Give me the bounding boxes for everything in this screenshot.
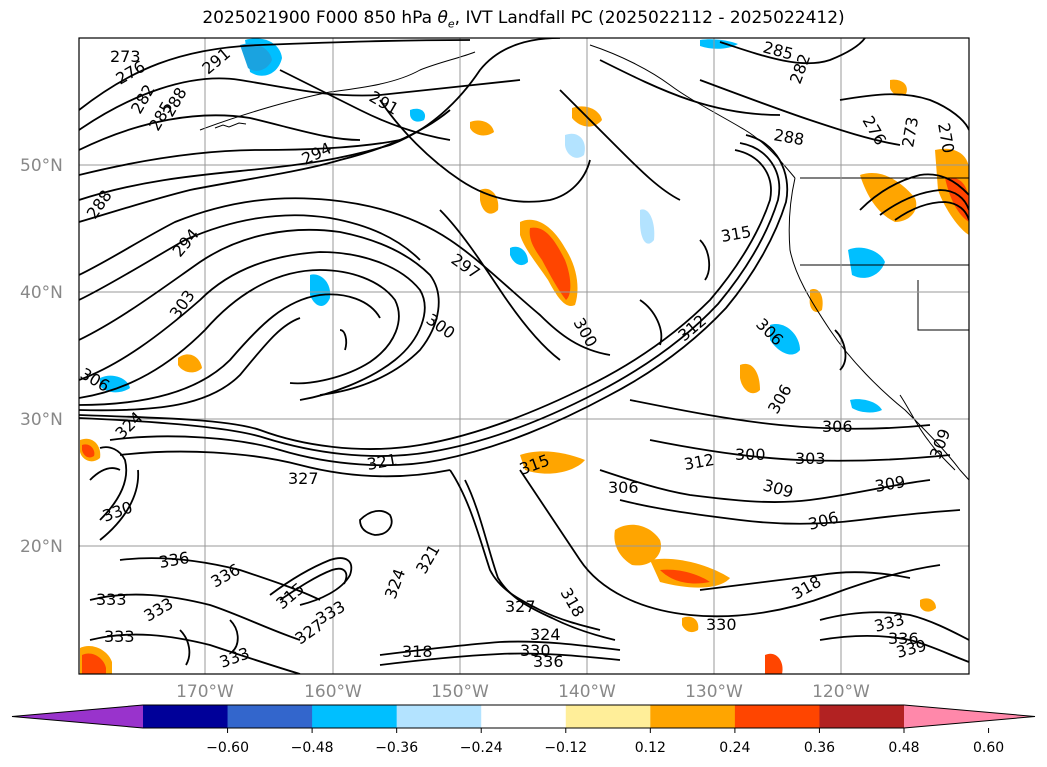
contour-label: 321 (365, 450, 398, 474)
contour-label: 330 (100, 497, 135, 525)
contour-label: 303 (795, 449, 826, 468)
lon-tick-label: 150°W (431, 682, 489, 702)
colorbar-tick-label: 0.24 (719, 740, 750, 756)
contour-label: 336 (888, 629, 919, 648)
contour-label: 288 (772, 125, 805, 149)
lon-tick-label: 130°W (685, 682, 743, 702)
colorbar-segment (819, 705, 905, 728)
latitude-tick-labels: 50°N 40°N 30°N 20°N (20, 156, 63, 557)
contour-label: 315 (272, 579, 308, 613)
contour-label: 273 (110, 47, 141, 66)
colorbar-segment (143, 705, 229, 728)
contour-label: 330 (706, 615, 737, 634)
lat-tick-label: 20°N (20, 537, 63, 557)
lon-tick-label: 160°W (304, 682, 362, 702)
contour-label: 291 (366, 87, 402, 119)
colorbar-tick-label: −0.48 (291, 740, 334, 756)
colorbar-segment (565, 705, 651, 728)
colorbar-tick-label: 0.36 (804, 740, 835, 756)
colorbar-tick-label: 0.48 (888, 740, 919, 756)
theta-e-contours (79, 38, 969, 674)
colorbar-tick-label: 0.60 (973, 740, 1004, 756)
contour-label: 324 (530, 625, 561, 644)
colorbar-segment (227, 705, 313, 728)
lon-tick-label: 140°W (558, 682, 616, 702)
contour-label: 306 (764, 381, 796, 417)
map-frame (78, 37, 970, 675)
colorbar-extend-high (904, 705, 1035, 728)
lat-lon-grid (79, 38, 969, 674)
lon-tick-label: 120°W (812, 682, 870, 702)
colorbar-segment (734, 705, 820, 728)
colorbar-tick-label: −0.12 (544, 740, 587, 756)
contour-label: 312 (682, 450, 715, 474)
contour-label: 291 (198, 44, 234, 78)
colorbar-tick-label: −0.24 (460, 740, 503, 756)
contour-label: 273 (898, 115, 922, 148)
contour-label: 327 (288, 469, 319, 488)
contour-label: 318 (402, 642, 433, 661)
contour-label: 306 (822, 417, 853, 436)
contour-label: 288 (83, 186, 116, 222)
colorbar-outline (11, 704, 1036, 729)
contour-label: 315 (719, 222, 752, 246)
contour-label: 309 (761, 476, 795, 502)
lon-tick-label: 170°W (176, 682, 234, 702)
lat-tick-label: 30°N (20, 410, 63, 430)
coastline (199, 44, 969, 481)
contour-label: 306 (608, 478, 639, 497)
contour-label: 333 (141, 594, 177, 626)
contour-label: 309 (873, 472, 906, 496)
colorbar-segment (650, 705, 736, 728)
colorbar: −0.60 −0.48 −0.36 −0.24 −0.12 0.12 0.24 0.36 0.4… (11, 704, 1036, 756)
contour-label: 336 (533, 652, 564, 671)
colorbar-segment (312, 705, 398, 728)
chart-title: 2025021900 F000 850 hPa θe, IVT Landfall… (202, 8, 845, 31)
contour-label: 333 (96, 590, 127, 609)
contour-label: 300 (735, 445, 766, 464)
contour-label: 294 (169, 225, 203, 261)
colorbar-tick-label: −0.60 (206, 740, 249, 756)
contour-label: 324 (381, 566, 409, 601)
contour-label: 306 (806, 508, 840, 534)
colorbar-extend-low (12, 705, 143, 728)
contour-label: 330 (520, 641, 551, 660)
lat-tick-label: 40°N (20, 283, 63, 303)
contour-label: 327 (505, 597, 536, 616)
longitude-tick-labels: 170°W 160°W 150°W 140°W 130°W 120°W (176, 682, 870, 702)
colorbar-segment (396, 705, 482, 728)
colorbar-segment (481, 705, 567, 728)
contour-label: 300 (570, 315, 602, 351)
contour-label: 309 (926, 426, 954, 461)
ivt-anomaly-patches (80, 38, 969, 674)
contour-labels: 273 276 282 285 288 291 294 288 294 297 … (79, 38, 958, 672)
colorbar-tick-label: −0.36 (375, 740, 418, 756)
contour-label: 285 (761, 38, 795, 64)
contour-label: 318 (557, 585, 589, 621)
lat-tick-label: 50°N (20, 156, 63, 176)
contour-label: 333 (104, 627, 135, 646)
contour-label: 294 (299, 138, 335, 168)
contour-label: 297 (448, 250, 484, 283)
colorbar-tick-label: 0.12 (635, 740, 666, 756)
contour-label: 333 (217, 643, 252, 671)
contour-label: 336 (157, 548, 190, 572)
